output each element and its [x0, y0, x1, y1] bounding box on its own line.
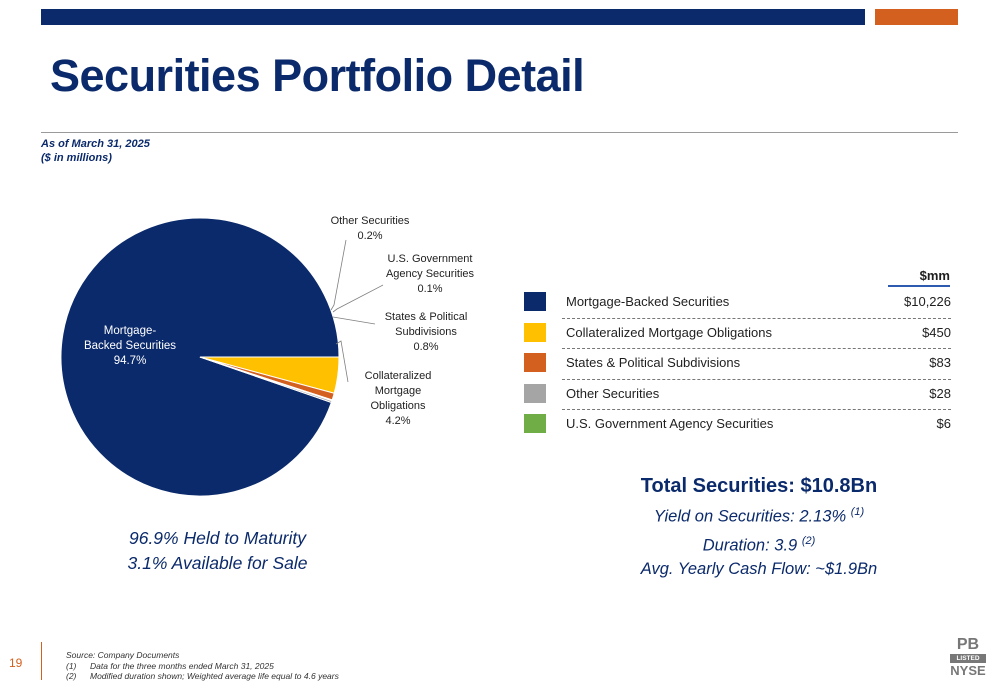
- slice-label: Other Securities 0.2%: [331, 215, 410, 242]
- table-row: Mortgage-Backed Securities $10,226: [524, 288, 951, 319]
- summary-block: Total Securities: $10.8Bn Yield on Secur…: [590, 472, 928, 581]
- nyse-listed-logo: PB LISTED NYSE: [946, 637, 990, 677]
- legend-swatch: [524, 383, 546, 403]
- row-divider: [562, 378, 951, 380]
- legend-swatch: [524, 353, 546, 372]
- logo-pb: PB: [956, 636, 980, 653]
- row-name: Other Securities: [566, 385, 660, 401]
- table-row: States & Political Subdivisions $83: [524, 349, 951, 380]
- row-divider: [562, 409, 951, 410]
- header-bar-navy: [41, 9, 865, 25]
- footnote-number: (1): [66, 660, 77, 671]
- duration-footnote-ref: (2): [801, 534, 816, 547]
- slice-label: Collateralized Mortgage Obligations 4.2%: [365, 370, 432, 427]
- legend-swatch: [524, 292, 546, 311]
- securities-pie-chart: Mortgage-Backed Securities 94.7% Collatera…: [60, 215, 475, 497]
- duration-text: Duration: 3.9: [702, 536, 798, 554]
- table-row: U.S. Government Agency Securities $6: [524, 410, 951, 441]
- footnote-text: Data for the three months ended March 31…: [90, 660, 274, 671]
- footnote-1: (1) Data for the three months ended March…: [66, 661, 339, 672]
- leader-line: [335, 340, 349, 383]
- slice-label: Mortgage-Backed Securities 94.7%: [84, 325, 176, 367]
- as-of-note: As of March 31, 2025 ($ in millions): [41, 137, 150, 165]
- title-divider: [41, 132, 958, 133]
- row-value: $6: [936, 416, 951, 431]
- held-to-maturity-text: 96.9% Held to Maturity: [128, 528, 307, 548]
- row-divider: [562, 317, 951, 319]
- table-row: Other Securities $28: [524, 380, 951, 410]
- row-name: Mortgage-Backed Securities: [566, 294, 730, 309]
- table-header-mm: $mm: [919, 268, 950, 283]
- footnotes: Source: Company Documents (1) Data for th…: [66, 650, 339, 682]
- legend-swatch: [524, 414, 546, 433]
- leader-line: [330, 239, 347, 311]
- row-name: Collateralized Mortgage Obligations: [566, 324, 772, 340]
- row-name: U.S. Government Agency Securities: [566, 416, 774, 431]
- securities-table: Mortgage-Backed Securities $10,226 Colla…: [524, 288, 951, 441]
- table-header-rule: [888, 285, 950, 287]
- page-title: Securities Portfolio Detail: [50, 50, 585, 101]
- cash-flow-text: Avg. Yearly Cash Flow: ~$1.9Bn: [640, 560, 878, 578]
- legend-swatch: [524, 322, 546, 342]
- row-value: $83: [929, 355, 951, 370]
- total-securities: Total Securities: $10.8Bn: [640, 475, 878, 497]
- table-row: Collateralized Mortgage Obligations $450: [524, 319, 951, 349]
- footnote-text: Modified duration shown; Weighted averag…: [90, 671, 339, 681]
- leader-line: [332, 316, 376, 325]
- footer-divider: [41, 642, 42, 680]
- logo-nyse: NYSE: [950, 663, 986, 678]
- maturity-split: 96.9% Held to Maturity 3.1% Available fo…: [70, 526, 365, 576]
- source-note: Source: Company Documents: [66, 650, 180, 660]
- available-for-sale-text: 3.1% Available for Sale: [127, 553, 308, 573]
- row-value: $28: [929, 385, 951, 401]
- header-bar-orange: [875, 9, 958, 25]
- footnote-2: (2) Modified duration shown; Weighted ave…: [66, 671, 339, 682]
- row-value: $10,226: [904, 294, 951, 309]
- yield-text: Yield on Securities: 2.13%: [653, 507, 847, 526]
- logo-listed: LISTED: [950, 654, 986, 663]
- slice-label: States & Political Subdivisions 0.8%: [385, 311, 468, 353]
- footnote-number: (2): [66, 671, 77, 681]
- yield-line: Yield on Securities: 2.13% (1): [590, 500, 928, 529]
- row-divider: [562, 348, 951, 349]
- pie-slice: [199, 356, 333, 404]
- yield-footnote-ref: (1): [850, 506, 865, 518]
- units-note: ($ in millions): [41, 152, 112, 164]
- row-name: States & Political Subdivisions: [566, 355, 741, 370]
- row-value: $450: [922, 324, 951, 340]
- page-number: 19: [9, 656, 23, 670]
- as-of-date: As of March 31, 2025: [41, 138, 150, 150]
- leader-line: [332, 284, 384, 313]
- slice-label: U.S. Government Agency Securities 0.1%: [386, 253, 475, 295]
- duration-line: Duration: 3.9 (2): [590, 529, 928, 558]
